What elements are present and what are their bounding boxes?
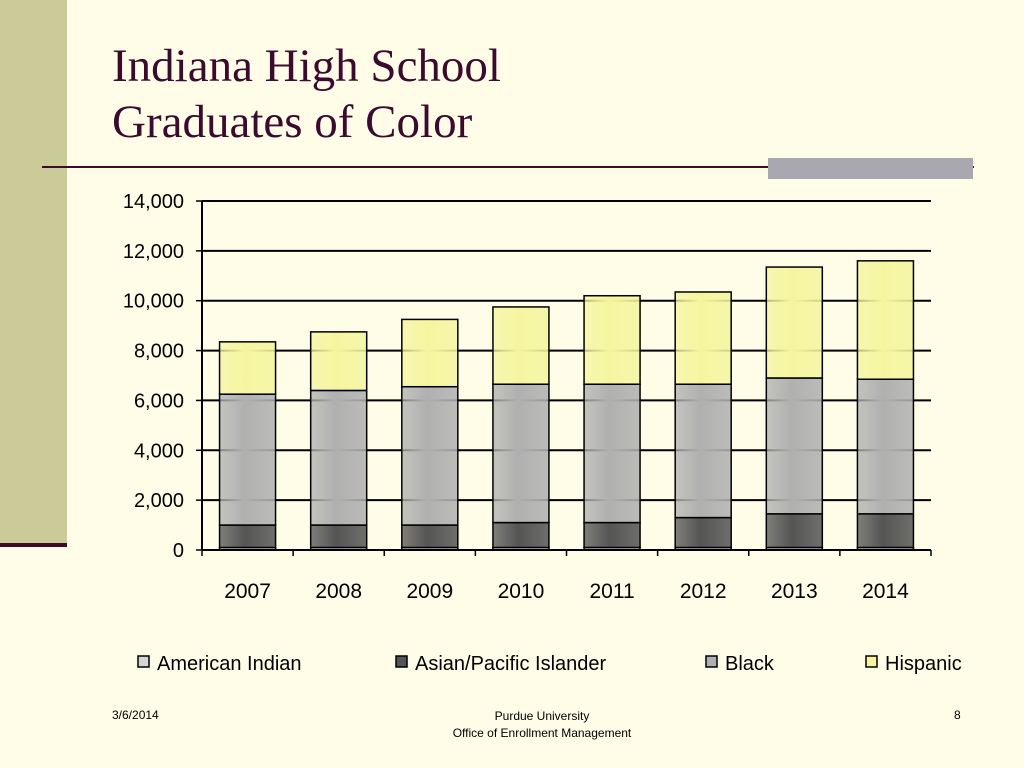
bar-segment-black [765, 377, 824, 515]
bar-2012 [674, 291, 732, 551]
bar-segment-hispanic [309, 331, 368, 392]
footer-org-line-2: Office of Enrollment Management [452, 726, 632, 740]
bar-2014 [856, 260, 915, 551]
x-tick-label: 2012 [680, 580, 727, 603]
bar-2011 [583, 294, 641, 551]
bar-segment-black [492, 383, 550, 524]
footer-organization: Purdue University Office of Enrollment M… [392, 708, 692, 742]
y-tick-label: 10,000 [123, 291, 184, 313]
bar-segment-black [401, 385, 459, 526]
bar-2013 [765, 266, 824, 551]
chart-bars [218, 260, 915, 551]
title-accent-block [768, 158, 973, 179]
chart-legend: American Indian Asian/Pacific Islander Bla… [137, 653, 962, 675]
bar-segment-hispanic [856, 260, 915, 380]
y-tick-label: 4,000 [134, 440, 184, 462]
y-tick-label: 8,000 [134, 341, 184, 363]
x-tick-label: 2007 [224, 580, 271, 603]
footer-org-line-1: Purdue University [494, 709, 590, 723]
bar-segment-asian-pacific-islander [492, 521, 550, 549]
bar-segment-asian-pacific-islander [401, 524, 459, 549]
bar-segment-hispanic [583, 294, 641, 385]
y-axis-ticks: 0 2,000 4,000 6,000 8,000 10,000 12,000 14,000 [123, 191, 202, 562]
bar-segment-asian-pacific-islander [765, 513, 824, 549]
legend-label: Hispanic [885, 653, 962, 675]
legend-swatch [705, 655, 718, 668]
bar-segment-hispanic [401, 318, 459, 388]
y-tick-label: 0 [173, 540, 184, 562]
bar-segment-hispanic [492, 306, 550, 385]
legend-label: Black [725, 653, 775, 675]
x-tick-label: 2010 [498, 580, 545, 603]
bar-segment-hispanic [674, 291, 732, 385]
bar-segment-asian-pacific-islander [309, 524, 368, 549]
bar-segment-black [583, 383, 641, 524]
bar-segment-asian-pacific-islander [674, 516, 732, 549]
bar-segment-black [674, 383, 732, 519]
slide-title: Indiana High School Graduates of Color [112, 38, 501, 150]
legend-label: American Indian [157, 653, 302, 675]
legend-label: Asian/Pacific Islander [415, 653, 607, 675]
x-tick-label: 2013 [771, 580, 818, 603]
footer-date: 3/6/2014 [112, 708, 159, 722]
bar-2010 [492, 306, 550, 551]
side-decor-bar [0, 0, 67, 547]
bar-segment-asian-pacific-islander [583, 521, 641, 549]
x-tick-label: 2008 [315, 580, 362, 603]
bar-segment-black [218, 393, 277, 526]
x-tick-label: 2011 [589, 580, 634, 603]
bar-segment-asian-pacific-islander [218, 524, 277, 549]
bar-segment-black [309, 389, 368, 526]
legend-item: American Indian [137, 653, 302, 675]
legend-swatch [137, 655, 150, 668]
footer-page-number: 8 [954, 708, 961, 722]
slide-title-line-1: Indiana High School [112, 40, 501, 92]
bar-2008 [309, 331, 368, 551]
bar-2007 [218, 341, 277, 551]
side-accent-line [0, 543, 67, 547]
y-tick-label: 12,000 [123, 241, 184, 263]
bar-segment-asian-pacific-islander [856, 513, 915, 549]
legend-swatch [395, 655, 408, 668]
y-tick-label: 2,000 [134, 490, 184, 512]
bar-segment-black [856, 378, 915, 515]
legend-item: Black [705, 653, 775, 675]
title-divider [42, 166, 974, 168]
legend-item: Hispanic [865, 653, 962, 675]
slide-title-line-2: Graduates of Color [112, 96, 473, 148]
x-axis-ticks: 2007 2008 2009 2010 2011 2012 2013 2014 [201, 550, 932, 603]
bar-segment-hispanic [765, 266, 824, 379]
x-tick-label: 2014 [862, 580, 909, 603]
legend-item: Asian/Pacific Islander [395, 653, 607, 675]
y-tick-label: 6,000 [134, 390, 184, 412]
bar-segment-hispanic [218, 341, 277, 395]
bar-2009 [401, 318, 459, 551]
legend-swatch [865, 655, 878, 668]
stacked-bar-chart: 02,0004,0006,0008,00010,00012,00014,000 … [123, 191, 962, 675]
y-tick-label: 14,000 [123, 191, 184, 213]
x-tick-label: 2009 [406, 580, 453, 603]
